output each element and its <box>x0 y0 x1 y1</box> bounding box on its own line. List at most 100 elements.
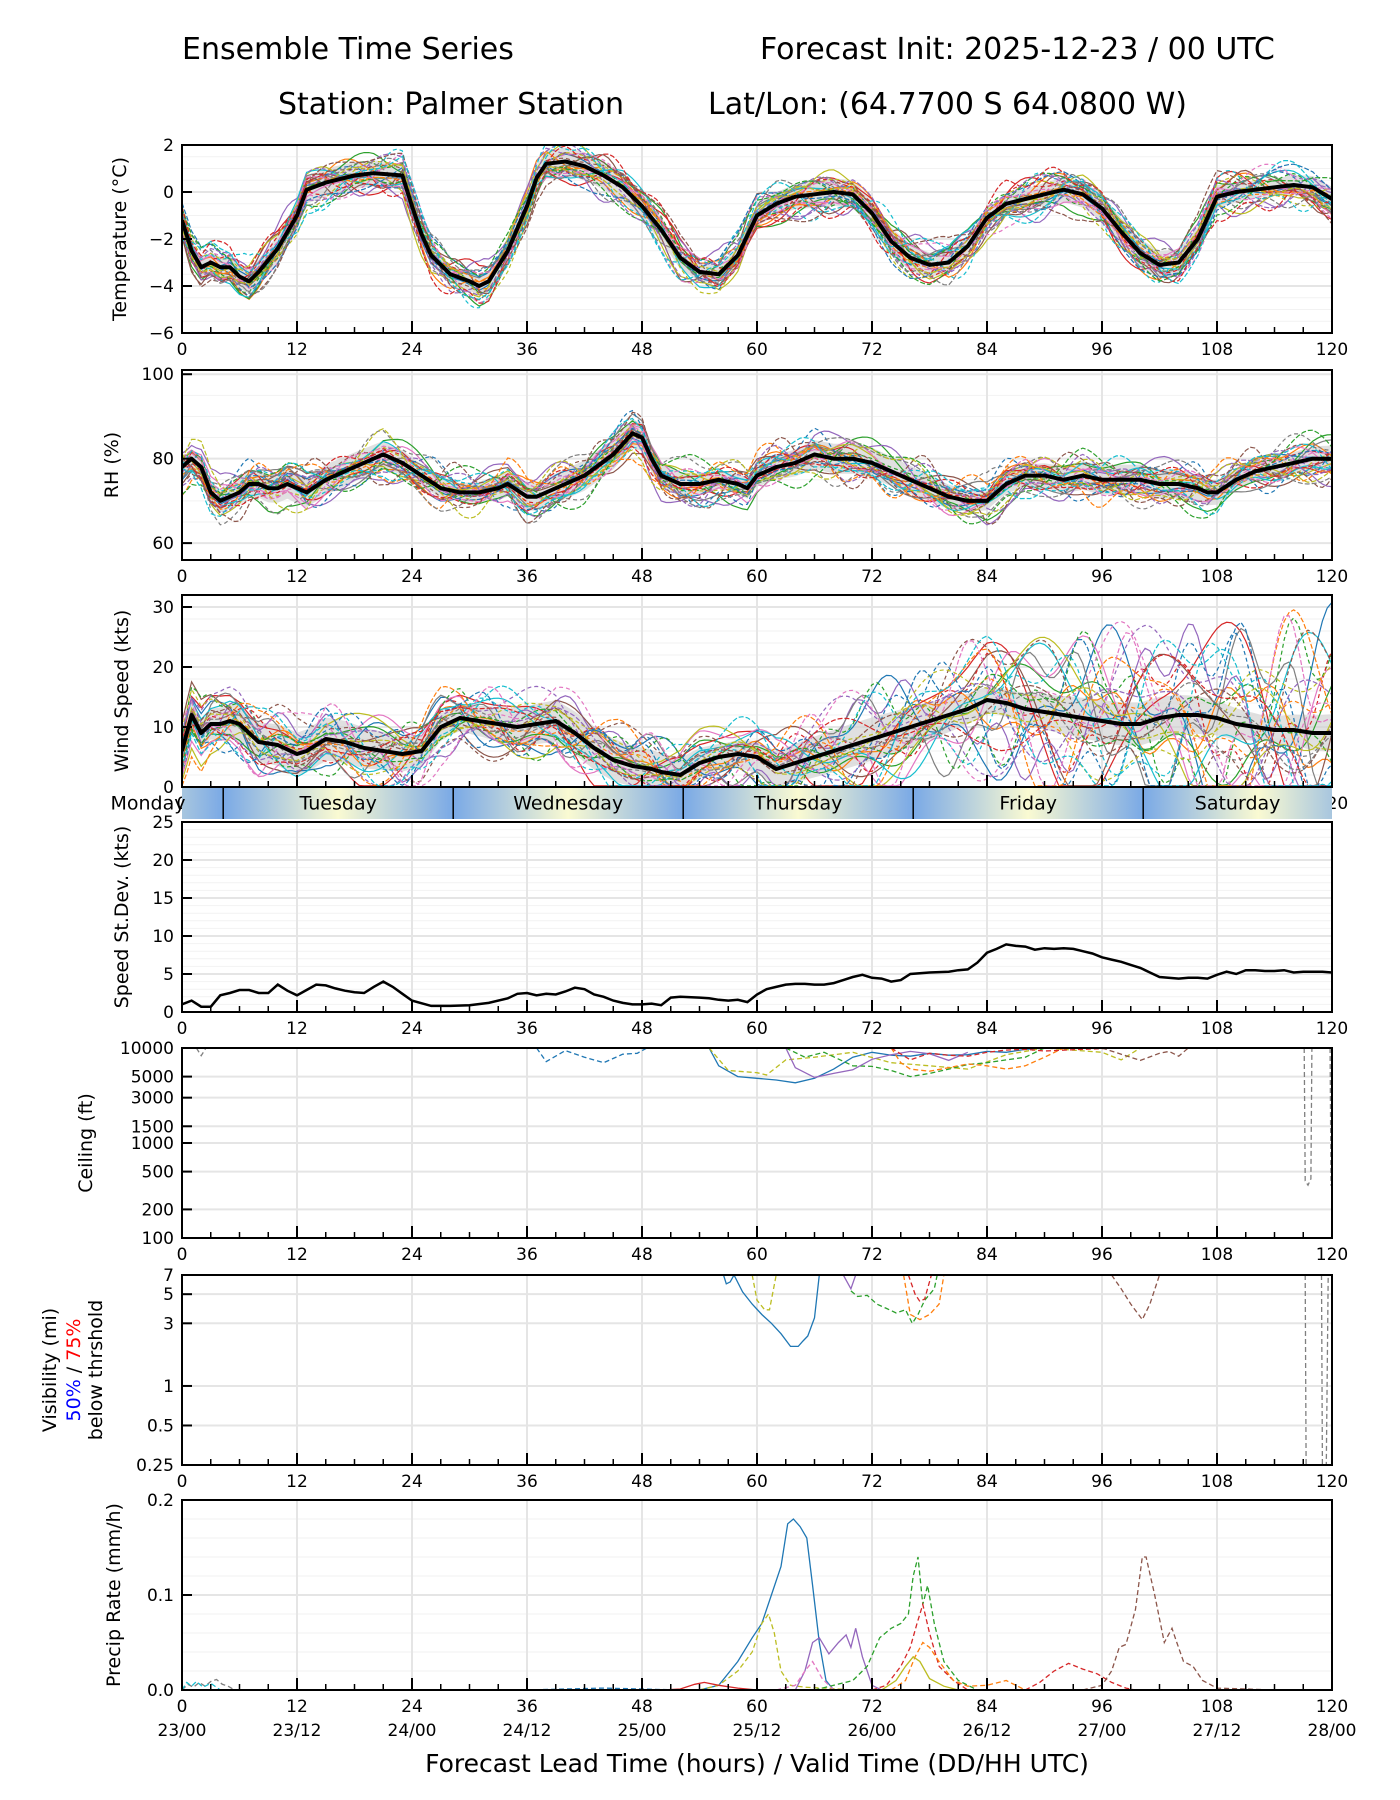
x-valid-time-label: 24/12 <box>503 1721 552 1741</box>
x-tick-label: 84 <box>976 1245 998 1265</box>
x-tick-label: 96 <box>1091 1472 1113 1492</box>
ensemble-member-line <box>182 427 1332 501</box>
x-tick-label: 60 <box>746 1019 768 1039</box>
ensemble-member-line <box>182 609 1332 787</box>
day-band-wednesday <box>453 788 684 819</box>
y-tick-label: 2 <box>163 136 174 156</box>
y-tick-label: −6 <box>149 324 174 344</box>
ensemble-member-line <box>182 635 1332 787</box>
ensemble-member-line <box>699 1612 853 1690</box>
ensemble-member-line <box>195 1048 207 1057</box>
ensemble-member-line <box>182 145 1332 301</box>
ensemble-member-line <box>1082 1556 1275 1690</box>
x-tick-label: 60 <box>746 1472 768 1492</box>
y-tick-label: 3000 <box>131 1089 174 1109</box>
day-label-tuesday: Tuesday <box>299 793 377 815</box>
x-tick-label: 48 <box>631 567 653 587</box>
ensemble-member-line <box>1111 1275 1161 1321</box>
x-tick-label: 0 <box>177 567 188 587</box>
ensemble-member-line <box>182 152 1332 301</box>
x-tick-label: 36 <box>516 340 538 360</box>
y-axis-threshold-label: 50% / 75% <box>63 1319 85 1422</box>
panel-speed_stdev: 0 5 10 15 20 25 0 12 24 36 48 60 72 84 96 108 120 Speed S… <box>111 813 1348 1039</box>
ensemble-member-line <box>814 1556 978 1690</box>
x-tick-label: 108 <box>1201 1019 1233 1039</box>
y-tick-label: 0 <box>163 183 174 203</box>
x-tick-label: 120 <box>1316 1019 1348 1039</box>
x-tick-label: 0 <box>177 1697 188 1717</box>
y-axis-title: Visibility (mi) <box>39 1308 61 1432</box>
x-tick-label: 48 <box>631 340 653 360</box>
panel-rh: 60 80 100 0 12 24 36 48 60 72 84 96 108 120 RH (%) <box>101 365 1348 587</box>
day-band-saturday <box>1143 788 1332 819</box>
y-tick-label: 0 <box>163 1003 174 1023</box>
ensemble-member-line <box>890 1641 1026 1690</box>
x-tick-label: 12 <box>286 1019 308 1039</box>
ensemble-member-line <box>699 1518 853 1690</box>
x-tick-label: 36 <box>516 1472 538 1492</box>
ensemble-member-line <box>751 1275 777 1311</box>
x-tick-label: 96 <box>1091 1697 1113 1717</box>
x-tick-label: 96 <box>1091 1019 1113 1039</box>
y-tick-label: 100 <box>142 365 174 385</box>
x-tick-label: 72 <box>861 1019 883 1039</box>
y-tick-label: 0.2 <box>147 1491 174 1511</box>
ensemble-member-line <box>182 168 1332 286</box>
y-axis-title: RH (%) <box>101 432 123 498</box>
x-tick-label: 12 <box>286 340 308 360</box>
x-axis-title: Forecast Lead Time (hours) / Valid Time … <box>425 1749 1089 1778</box>
y-axis-title: Ceiling (ft) <box>75 1093 97 1193</box>
x-tick-label: 24 <box>401 340 423 360</box>
ensemble-member-line <box>722 1275 820 1348</box>
ensemble-member-line <box>182 445 1332 509</box>
ensemble-member-line <box>871 1602 969 1690</box>
ensemble-mean-line <box>182 431 1332 503</box>
y-tick-label: 1500 <box>131 1117 174 1137</box>
x-tick-label: 0 <box>177 1472 188 1492</box>
ensemble-member-line <box>182 642 1332 787</box>
ensemble-member-line <box>182 145 1332 309</box>
ensemble-member-line <box>776 1660 835 1690</box>
y-axis-title: Temperature (°C) <box>109 157 131 322</box>
y-tick-label: 30 <box>152 598 174 618</box>
ensemble-member-line <box>182 167 1332 283</box>
ensemble-member-line <box>182 627 1332 787</box>
day-strip: Monday Tuesday Wednesday Thursday Friday Satu… <box>110 788 1332 819</box>
plot-area-wind_speed <box>182 601 1332 787</box>
y-axis-title: Wind Speed (kts) <box>111 610 133 773</box>
x-tick-label: 96 <box>1091 340 1113 360</box>
ensemble-member-line <box>785 1048 1045 1078</box>
x-tick-label: 84 <box>976 1697 998 1717</box>
y-tick-label: 0.25 <box>136 1456 174 1476</box>
x-tick-label: 120 <box>1316 1472 1348 1492</box>
x-tick-label: 48 <box>631 1019 653 1039</box>
x-tick-label: 60 <box>746 340 768 360</box>
ensemble-member-line <box>182 663 1332 786</box>
ensemble-member-line <box>182 411 1332 525</box>
x-tick-label: 0 <box>177 1245 188 1265</box>
x-tick-label: 36 <box>516 1697 538 1717</box>
y-tick-label: 200 <box>142 1200 174 1220</box>
day-label-thursday: Thursday <box>753 793 842 815</box>
y-tick-label: 15 <box>152 889 174 909</box>
y-tick-label: 10000 <box>120 1039 174 1059</box>
ensemble-member-line <box>902 1275 945 1321</box>
x-tick-label: 0 <box>177 340 188 360</box>
y-tick-label: 20 <box>152 658 174 678</box>
x-valid-time-label: 25/12 <box>733 1721 782 1741</box>
x-tick-label: 96 <box>1091 567 1113 587</box>
x-tick-label: 84 <box>976 567 998 587</box>
ensemble-member-line <box>794 1628 882 1690</box>
ensemble-member-line <box>850 1275 938 1325</box>
y-tick-label: 80 <box>152 450 174 470</box>
x-valid-time-label: 23/00 <box>158 1721 207 1741</box>
plot-area-visibility <box>722 1275 1329 1465</box>
ensemble-member-line <box>182 147 1332 294</box>
ensemble-member-line <box>182 687 1332 779</box>
ensemble-member-line <box>182 152 1332 307</box>
ensemble-mean-line <box>182 698 1332 777</box>
x-tick-label: 12 <box>286 1697 308 1717</box>
ensemble-member-line <box>1101 1048 1189 1062</box>
